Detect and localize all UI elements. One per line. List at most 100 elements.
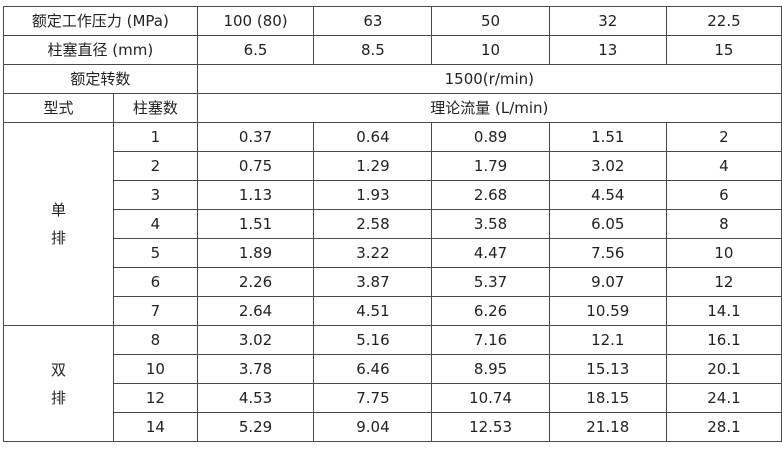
type-char: 单 <box>51 201 67 219</box>
flow-value: 0.64 <box>313 122 433 152</box>
flow-value: 5.29 <box>196 412 315 442</box>
table-row: 5 1.89 3.22 4.47 7.56 10 <box>4 238 782 268</box>
flow-value: 20.1 <box>665 354 782 384</box>
table-row: 7 2.64 4.51 6.26 10.59 14.1 <box>4 296 782 326</box>
table-row: 4 1.51 2.58 3.58 6.05 8 <box>4 209 782 239</box>
flow-value: 21.18 <box>548 412 667 442</box>
flow-value: 9.04 <box>313 412 433 442</box>
flow-value: 0.89 <box>431 122 550 152</box>
flow-header: 理论流量 (L/min) <box>196 93 782 123</box>
flow-value: 3.78 <box>196 354 315 384</box>
header-value: 50 <box>431 6 550 36</box>
flow-value: 8.95 <box>431 354 550 384</box>
flow-value: 7.75 <box>313 383 433 413</box>
flow-value: 4.53 <box>196 383 315 413</box>
table-row: 双排 8 3.02 5.16 7.16 12.1 16.1 <box>2 325 782 442</box>
flow-value: 3.02 <box>196 325 315 355</box>
plunger-count: 1 <box>113 122 198 152</box>
flow-value: 1.29 <box>313 151 433 181</box>
flow-value: 15.13 <box>548 354 667 384</box>
flow-value: 24.1 <box>665 383 782 413</box>
speed-row: 额定转数 1500(r/min) <box>3 64 782 94</box>
flow-value: 1.93 <box>313 180 433 210</box>
row-header: 柱塞直径 (mm) <box>3 35 198 65</box>
flow-value: 1.89 <box>196 238 315 268</box>
flow-value: 6.05 <box>548 209 667 239</box>
flow-value: 8 <box>665 209 782 239</box>
flow-value: 6.26 <box>431 296 550 326</box>
diameter-row: 柱塞直径 (mm) 6.5 8.5 10 13 15 <box>3 35 782 65</box>
flow-value: 7.16 <box>431 325 550 355</box>
header-value: 32 <box>548 6 667 36</box>
flow-value: 2.64 <box>196 296 315 326</box>
flow-value: 18.15 <box>548 383 667 413</box>
flow-value: 4.51 <box>313 296 433 326</box>
pressure-row: 额定工作压力 (MPa) 100 (80) 63 50 32 22.5 <box>3 6 782 36</box>
column-header-row: 型式 柱塞数 理论流量 (L/min) <box>2 93 782 123</box>
header-value: 100 (80) <box>196 6 315 36</box>
row-header: 额定工作压力 (MPa) <box>3 6 198 36</box>
type-header: 型式 <box>2 93 115 123</box>
type-cell: 单排 <box>2 122 115 326</box>
count-header: 柱塞数 <box>113 93 198 123</box>
flow-value: 2 <box>665 122 782 152</box>
flow-value: 12.53 <box>431 412 550 442</box>
type-char: 排 <box>51 229 67 247</box>
flow-value: 10.59 <box>548 296 667 326</box>
flow-value: 1.51 <box>548 122 667 152</box>
flow-value: 2.68 <box>431 180 550 210</box>
header-value: 13 <box>548 35 667 65</box>
header-value: 6.5 <box>196 35 315 65</box>
plunger-count: 2 <box>113 151 198 181</box>
flow-value: 9.07 <box>548 267 667 297</box>
plunger-count: 8 <box>113 325 198 355</box>
table-row: 3 1.13 1.93 2.68 4.54 6 <box>4 180 782 210</box>
flow-value: 3.58 <box>431 209 550 239</box>
speed-value: 1500(r/min) <box>196 64 782 94</box>
flow-value: 12 <box>665 267 782 297</box>
pump-spec-table: 额定工作压力 (MPa) 100 (80) 63 50 32 22.5 柱塞直径 (mm) 6… <box>2 6 782 442</box>
flow-value: 3.87 <box>313 267 433 297</box>
flow-value: 5.16 <box>313 325 433 355</box>
table-row: 10 3.78 6.46 8.95 15.13 20.1 <box>4 354 782 384</box>
table-row: 单排 1 0.37 0.64 0.89 1.51 2 <box>2 122 782 326</box>
flow-value: 2.58 <box>313 209 433 239</box>
flow-value: 14.1 <box>665 296 782 326</box>
flow-value: 4 <box>665 151 782 181</box>
flow-value: 6 <box>665 180 782 210</box>
header-value: 8.5 <box>313 35 433 65</box>
flow-value: 12.1 <box>548 325 667 355</box>
header-value: 15 <box>665 35 782 65</box>
table-row: 14 5.29 9.04 12.53 21.18 28.1 <box>4 412 782 442</box>
flow-value: 4.54 <box>548 180 667 210</box>
flow-value: 0.75 <box>196 151 315 181</box>
flow-value: 6.46 <box>313 354 433 384</box>
flow-value: 2.26 <box>196 267 315 297</box>
flow-value: 4.47 <box>431 238 550 268</box>
flow-value: 28.1 <box>665 412 782 442</box>
plunger-count: 7 <box>113 296 198 326</box>
header-value: 63 <box>313 6 433 36</box>
flow-value: 7.56 <box>548 238 667 268</box>
type-cell: 双排 <box>2 325 115 442</box>
flow-value: 3.22 <box>313 238 433 268</box>
header-value: 22.5 <box>665 6 782 36</box>
flow-value: 0.37 <box>196 122 315 152</box>
flow-value: 5.37 <box>431 267 550 297</box>
flow-value: 1.13 <box>196 180 315 210</box>
type-char: 双 <box>51 360 67 379</box>
flow-value: 1.79 <box>431 151 550 181</box>
plunger-count: 10 <box>113 354 198 384</box>
flow-value: 16.1 <box>665 325 782 355</box>
plunger-count: 4 <box>113 209 198 239</box>
plunger-count: 5 <box>113 238 198 268</box>
table-body: 额定工作压力 (MPa) 100 (80) 63 50 32 22.5 柱塞直径 (mm) 6… <box>2 6 782 442</box>
flow-value: 10.74 <box>431 383 550 413</box>
table-row: 6 2.26 3.87 5.37 9.07 12 <box>4 267 782 297</box>
flow-value: 1.51 <box>196 209 315 239</box>
type-char: 排 <box>51 388 67 407</box>
header-value: 10 <box>431 35 550 65</box>
plunger-count: 3 <box>113 180 198 210</box>
table-row: 12 4.53 7.75 10.74 18.15 24.1 <box>4 383 782 413</box>
flow-value: 3.02 <box>548 151 667 181</box>
